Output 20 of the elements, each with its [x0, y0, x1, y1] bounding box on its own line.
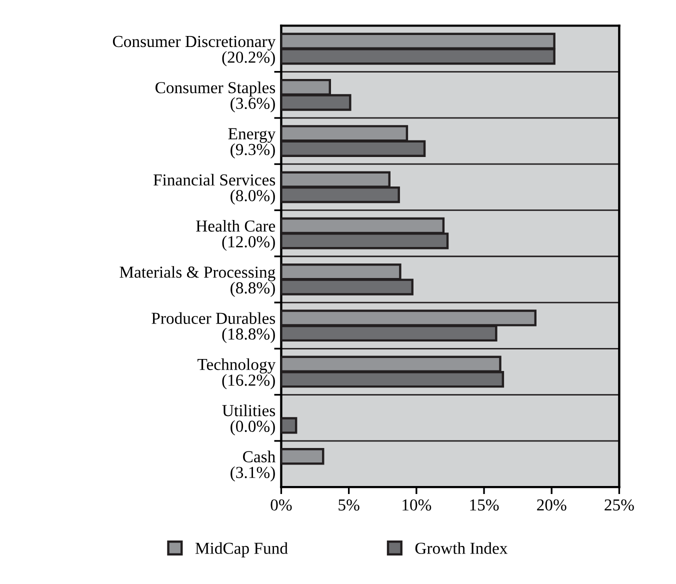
- legend-label: MidCap Fund: [195, 542, 288, 558]
- bar: [281, 417, 298, 434]
- y-tick-label: Cash (3.1%): [230, 450, 276, 482]
- x-tick-label: 0%: [270, 499, 292, 511]
- x-tick-label: 5%: [338, 499, 360, 511]
- x-tick-label: 25%: [604, 499, 634, 511]
- y-tick-label: Consumer Discretionary (20.2%): [112, 36, 276, 66]
- y-tick-label: Materials & Processing (8.8%): [120, 266, 276, 297]
- x-tick-label: 20%: [537, 499, 566, 511]
- y-tick-label: Producer Durables (18.8%): [152, 312, 276, 344]
- x-tick-label: 10%: [402, 499, 432, 511]
- legend-label: Growth Index: [415, 542, 508, 554]
- y-tick-label: Utilities (0.0%): [222, 404, 276, 436]
- bar: [281, 448, 324, 465]
- y-tick-label: Technology (16.2%): [198, 358, 276, 390]
- y-tick-label: Energy (9.3%): [228, 128, 276, 159]
- x-tick-label: 15%: [470, 499, 499, 511]
- y-tick-label: Consumer Staples (3.6%): [156, 82, 276, 112]
- y-tick-label: Health Care (12.0%): [196, 220, 276, 251]
- y-tick-label: Financial Services (8.0%): [153, 174, 276, 205]
